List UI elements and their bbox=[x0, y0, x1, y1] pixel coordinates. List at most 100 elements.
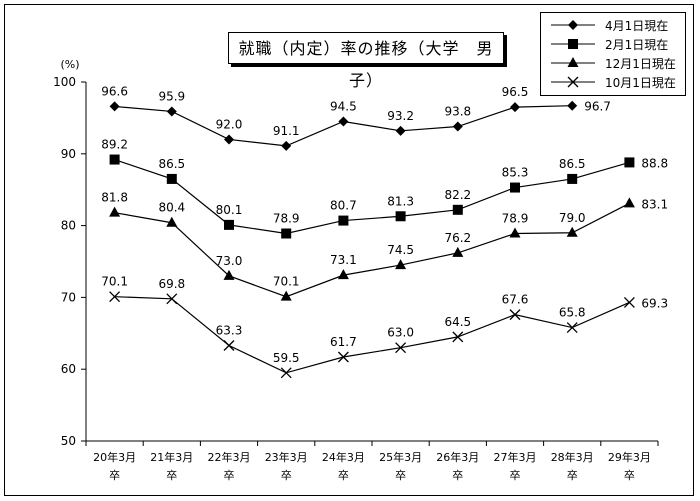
cross-stroke bbox=[623, 296, 635, 308]
data-point-december bbox=[223, 269, 235, 280]
legend-label-december: 12月1日現在 bbox=[605, 57, 676, 71]
data-point-february bbox=[452, 204, 463, 215]
data-point-october bbox=[223, 340, 235, 351]
y-tick-label: 50 bbox=[61, 434, 76, 448]
data-label-october: 65.8 bbox=[559, 306, 586, 320]
data-label-october: 63.0 bbox=[387, 326, 414, 340]
y-tick-label: 60 bbox=[61, 362, 76, 376]
data-point-february bbox=[338, 215, 349, 226]
x-tick-label-suffix: 卒 bbox=[624, 468, 635, 482]
data-label-april: 94.5 bbox=[330, 99, 357, 113]
data-point-october bbox=[509, 309, 521, 321]
x-tick-label-suffix: 卒 bbox=[224, 468, 235, 482]
cross-stroke bbox=[166, 293, 178, 305]
data-point-april bbox=[338, 116, 349, 127]
series-line-february bbox=[114, 158, 630, 235]
cross-stroke bbox=[223, 340, 235, 351]
data-point-october bbox=[280, 367, 292, 379]
legend-marker-cross bbox=[551, 76, 595, 88]
data-label-december: 74.5 bbox=[387, 243, 414, 257]
data-label-april: 96.7 bbox=[584, 100, 611, 114]
cross-stroke bbox=[280, 367, 292, 379]
x-tick-label-suffix: 卒 bbox=[166, 468, 177, 482]
data-label-february: 88.8 bbox=[641, 156, 668, 170]
data-label-february: 80.7 bbox=[330, 199, 357, 213]
data-label-october: 59.5 bbox=[273, 351, 300, 365]
data-label-february: 86.5 bbox=[559, 157, 586, 171]
x-tick-label-suffix: 卒 bbox=[281, 468, 292, 482]
data-point-october bbox=[452, 331, 464, 343]
legend-marker-shape bbox=[567, 76, 579, 88]
legend-item-december: 12月1日現在 bbox=[545, 54, 685, 72]
data-label-february: 82.2 bbox=[444, 188, 471, 202]
cross-stroke bbox=[109, 291, 121, 303]
x-tick-label-suffix: 卒 bbox=[567, 468, 578, 482]
cross-stroke bbox=[395, 342, 407, 354]
legend-marker-shape bbox=[568, 20, 578, 30]
data-label-february: 85.3 bbox=[502, 166, 529, 180]
data-point-october bbox=[623, 296, 635, 308]
data-label-october: 67.6 bbox=[502, 293, 529, 307]
y-tick-label: 100 bbox=[53, 75, 76, 89]
legend: 4月1日現在 2月1日現在 12月1日現在 10月1日現在 bbox=[540, 12, 686, 96]
data-label-october: 61.7 bbox=[330, 335, 357, 349]
y-tick-label: 80 bbox=[61, 219, 76, 233]
data-point-april bbox=[567, 100, 578, 111]
data-label-december: 79.0 bbox=[559, 211, 586, 225]
data-label-october: 69.8 bbox=[158, 277, 185, 291]
x-tick-label: 24年3月 bbox=[322, 450, 365, 464]
data-point-october bbox=[566, 322, 578, 334]
x-tick-label: 21年3月 bbox=[150, 450, 193, 464]
data-point-october bbox=[109, 291, 121, 303]
series-line-october bbox=[114, 296, 630, 374]
data-point-february bbox=[567, 173, 578, 184]
data-label-april: 92.0 bbox=[216, 117, 243, 131]
data-label-december: 73.1 bbox=[330, 253, 357, 267]
data-label-april: 93.8 bbox=[444, 105, 471, 119]
data-label-december: 70.1 bbox=[273, 275, 300, 289]
data-point-december bbox=[452, 246, 464, 257]
data-label-october: 63.3 bbox=[216, 324, 243, 338]
x-tick-label: 22年3月 bbox=[208, 450, 251, 464]
x-tick-label-suffix: 卒 bbox=[452, 468, 463, 482]
data-label-december: 76.2 bbox=[444, 231, 471, 245]
data-label-february: 89.2 bbox=[101, 138, 128, 152]
legend-label-february: 2月1日現在 bbox=[605, 38, 669, 52]
legend-item-april: 4月1日現在 bbox=[545, 16, 685, 34]
data-label-october: 69.3 bbox=[641, 296, 668, 310]
data-point-october bbox=[395, 342, 407, 354]
data-point-february bbox=[166, 173, 177, 184]
data-point-october bbox=[166, 293, 178, 305]
data-label-february: 81.3 bbox=[387, 194, 414, 208]
x-tick-label: 20年3月 bbox=[93, 450, 136, 464]
y-axis-unit-label: (%) bbox=[60, 58, 79, 71]
data-label-april: 96.6 bbox=[101, 84, 128, 98]
legend-label-october: 10月1日現在 bbox=[605, 76, 676, 90]
data-point-april bbox=[281, 140, 292, 151]
data-label-december: 81.8 bbox=[101, 191, 128, 205]
cross-stroke bbox=[566, 322, 578, 334]
x-tick-label: 28年3月 bbox=[551, 450, 594, 464]
x-tick-label-suffix: 卒 bbox=[510, 468, 521, 482]
data-point-february bbox=[224, 219, 234, 230]
x-tick-label: 27年3月 bbox=[494, 450, 537, 464]
data-label-december: 83.1 bbox=[641, 197, 668, 211]
data-point-february bbox=[510, 182, 520, 193]
data-label-april: 95.9 bbox=[158, 89, 185, 103]
data-label-april: 96.5 bbox=[502, 85, 529, 99]
data-point-december bbox=[395, 259, 407, 270]
x-tick-label: 23年3月 bbox=[265, 450, 308, 464]
data-label-december: 78.9 bbox=[502, 211, 529, 225]
data-point-december bbox=[280, 290, 292, 301]
data-point-december bbox=[566, 226, 578, 237]
chart-title: 就職（内定）率の推移（大学 男子） bbox=[228, 32, 504, 90]
cross-stroke bbox=[567, 76, 579, 88]
data-point-december bbox=[623, 197, 635, 208]
data-label-december: 73.0 bbox=[216, 254, 243, 268]
series-line-december bbox=[114, 202, 630, 298]
data-label-february: 86.5 bbox=[158, 157, 185, 171]
legend-marker-shape bbox=[567, 57, 579, 67]
cross-stroke bbox=[452, 331, 464, 343]
data-label-april: 91.1 bbox=[273, 124, 300, 138]
